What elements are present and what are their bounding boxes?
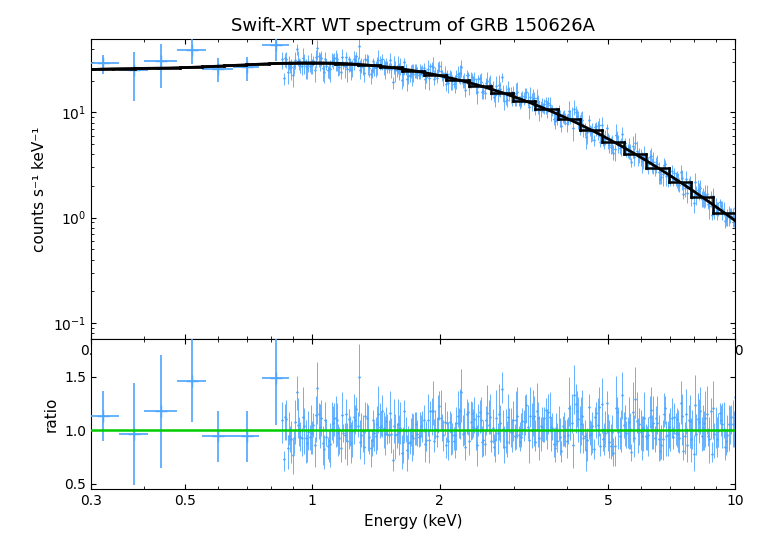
Y-axis label: counts s⁻¹ keV⁻¹: counts s⁻¹ keV⁻¹ (33, 126, 47, 252)
Y-axis label: ratio: ratio (43, 396, 58, 432)
Title: Swift-XRT WT spectrum of GRB 150626A: Swift-XRT WT spectrum of GRB 150626A (231, 17, 595, 34)
X-axis label: Energy (keV): Energy (keV) (364, 514, 462, 529)
